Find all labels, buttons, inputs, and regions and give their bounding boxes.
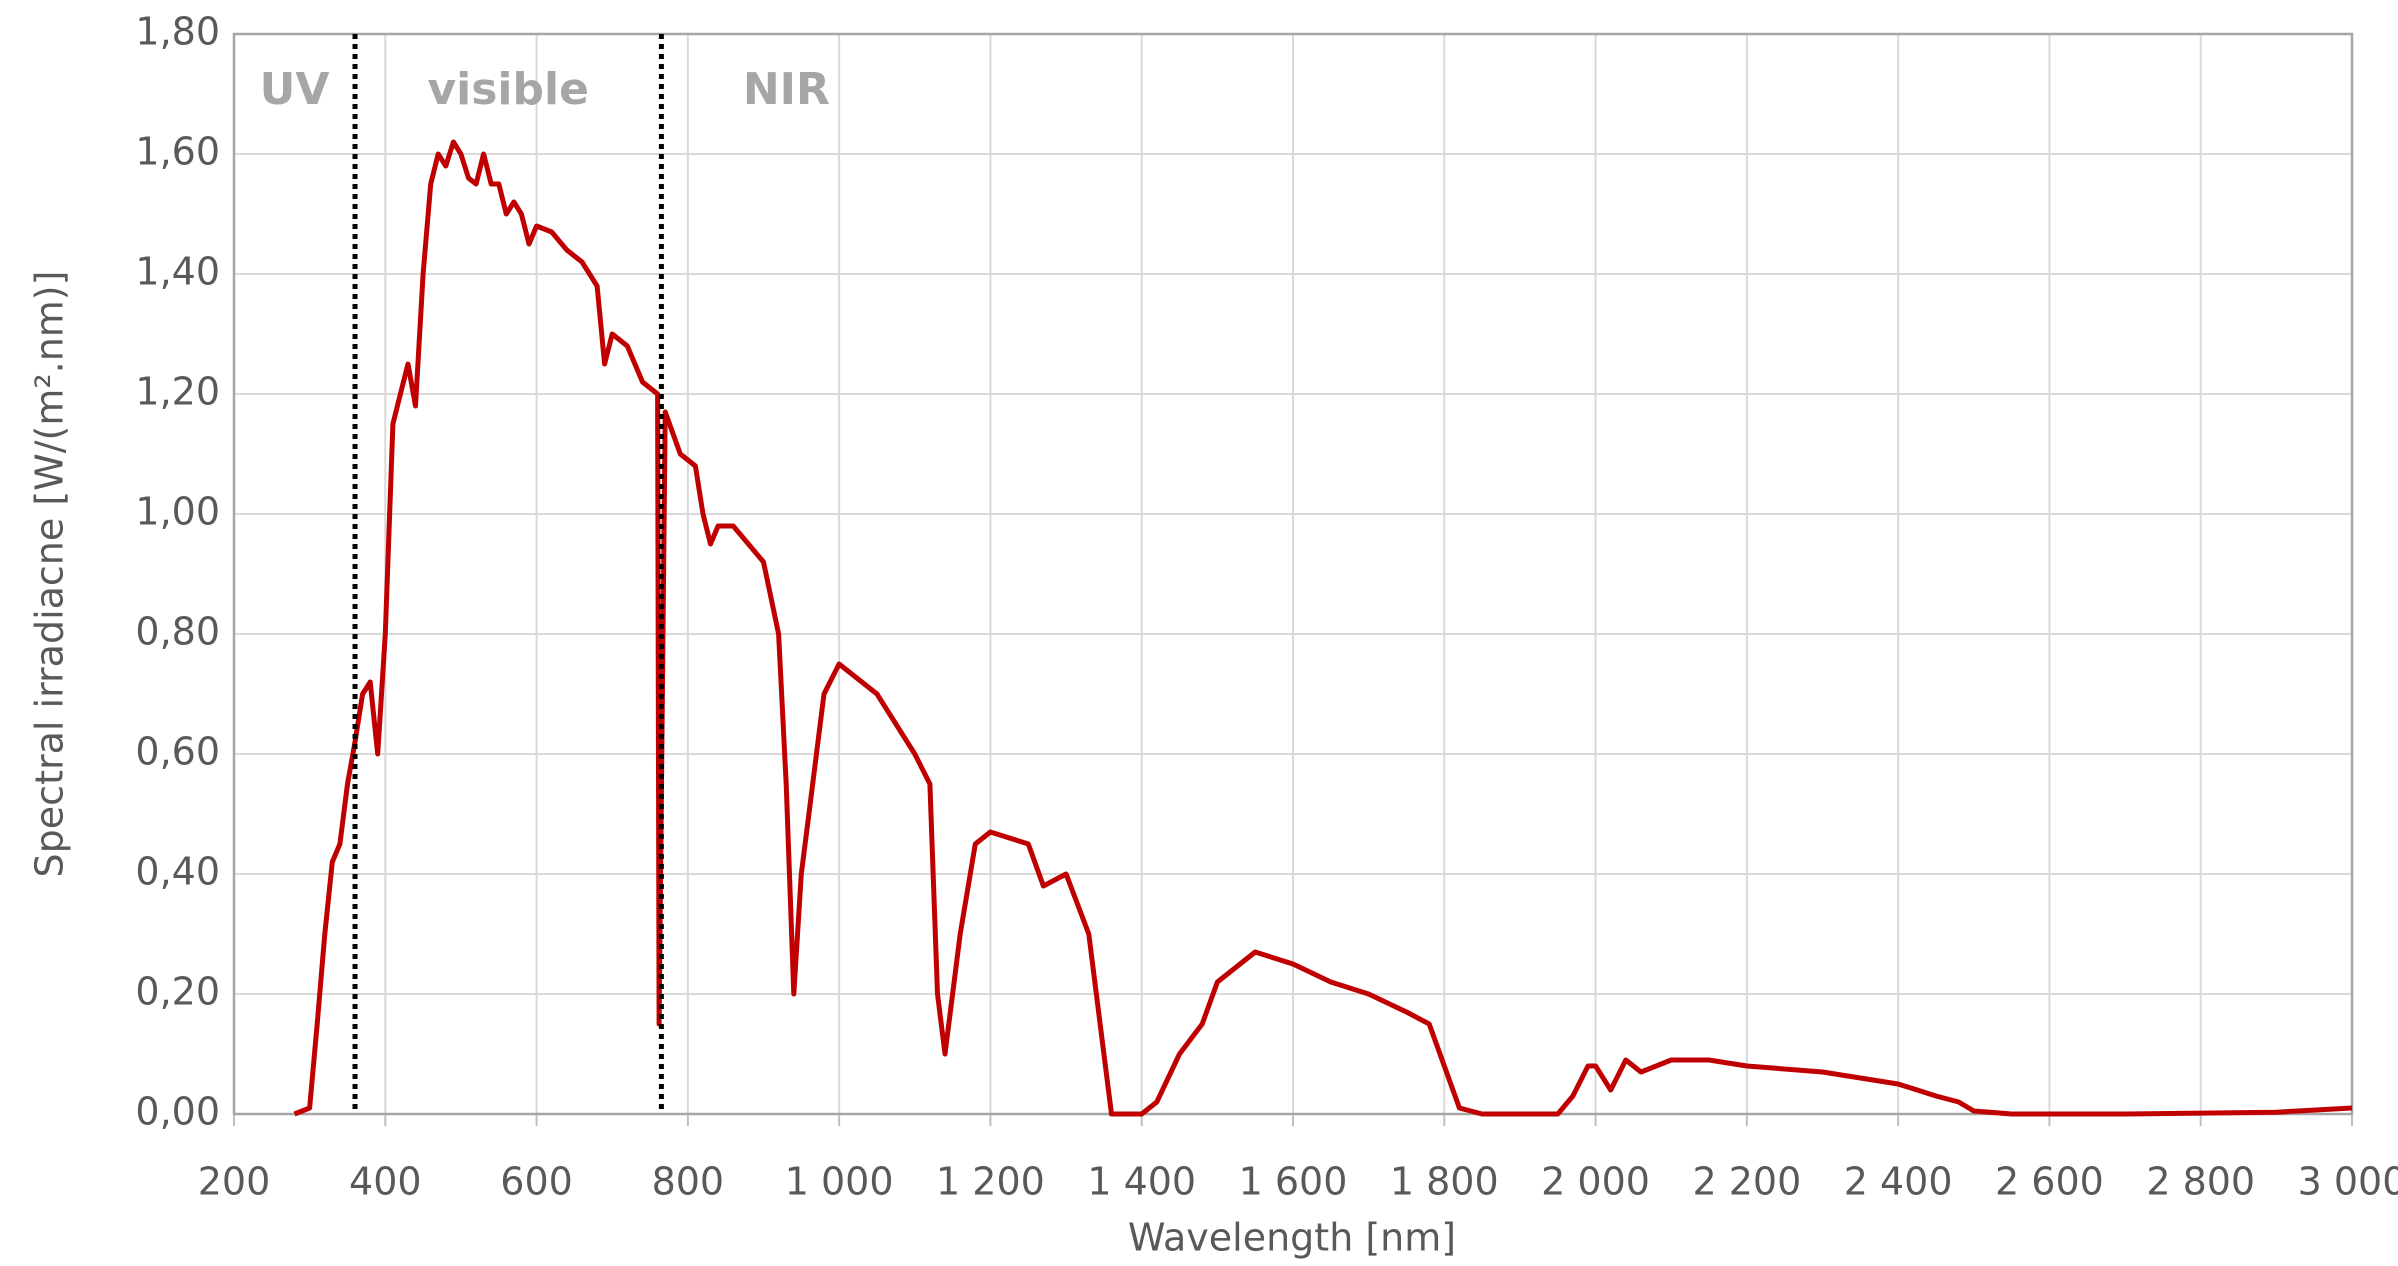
x-tick-label: 800 (652, 1160, 725, 1204)
y-tick-label: 1,40 (135, 250, 220, 294)
x-tick-label: 400 (349, 1160, 422, 1204)
x-tick-label: 3 000 (2298, 1160, 2398, 1204)
x-tick-label: 1 000 (785, 1160, 894, 1204)
x-tick-label: 1 600 (1239, 1160, 1348, 1204)
x-tick-label: 1 200 (936, 1160, 1045, 1204)
spectrum-line (293, 139, 2353, 1117)
y-tick-label: 0,80 (135, 610, 220, 654)
y-axis-label: Spectral irradiacne [W/(m².nm)] (28, 271, 72, 878)
y-tick-label: 0,40 (135, 850, 220, 894)
x-axis-label: Wavelength [nm] (1128, 1216, 1456, 1260)
y-tick-label: 1,60 (135, 130, 220, 174)
x-tick-label: 2 800 (2146, 1160, 2255, 1204)
x-tick-label: 2 000 (1541, 1160, 1650, 1204)
y-tick-label: 0,20 (135, 970, 220, 1014)
x-tick-label: 600 (500, 1160, 573, 1204)
y-tick-label: 1,00 (135, 490, 220, 534)
x-tick-label: 1 800 (1390, 1160, 1499, 1204)
y-tick-label: 0,60 (135, 730, 220, 774)
x-tick-label: 1 400 (1087, 1160, 1196, 1204)
y-tick-label: 1,80 (135, 10, 220, 54)
y-tick-label: 1,20 (135, 370, 220, 414)
plot-frame (232, 32, 2354, 1116)
region-label: UV (260, 64, 330, 115)
region-label: NIR (743, 64, 830, 115)
x-tick-label: 200 (198, 1160, 271, 1204)
y-tick-label: 0,00 (135, 1090, 220, 1134)
x-tick-label: 2 600 (1995, 1160, 2104, 1204)
region-label: visible (427, 64, 588, 115)
x-tick-label: 2 400 (1844, 1160, 1953, 1204)
x-tick-label: 2 200 (1692, 1160, 1801, 1204)
